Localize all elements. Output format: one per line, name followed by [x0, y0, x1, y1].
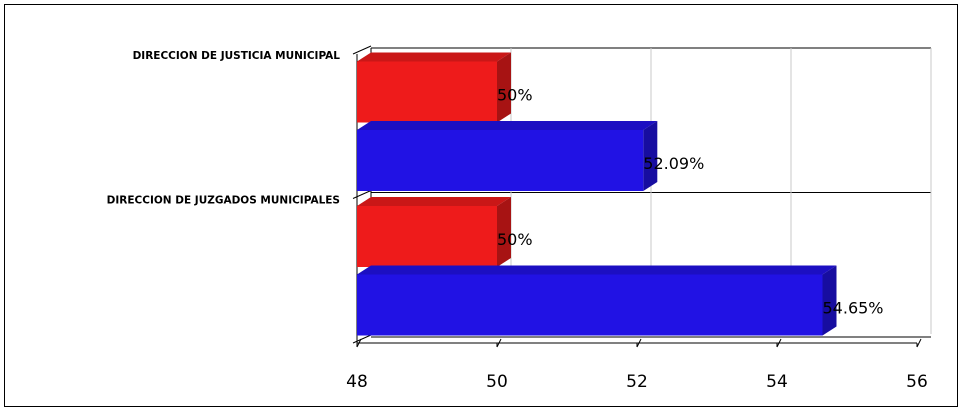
bar-side	[497, 197, 511, 267]
bar	[357, 197, 511, 267]
category-label: DIRECCION DE JUZGADOS MUNICIPALES	[107, 195, 340, 207]
bar-top	[357, 52, 511, 62]
x-tick-label: 50	[486, 372, 508, 392]
value-label: 54.65%	[823, 299, 884, 318]
y-tick	[352, 190, 372, 199]
bar-top	[357, 121, 658, 130]
y-tick	[352, 334, 372, 344]
x-tick-label: 48	[346, 372, 368, 392]
bar-top	[357, 265, 837, 275]
bar-front	[357, 130, 644, 191]
category-label: DIRECCION DE JUSTICIA MUNICIPAL	[133, 50, 341, 62]
y-tick	[352, 45, 372, 55]
value-label: 50%	[497, 86, 533, 105]
value-label: 50%	[497, 230, 533, 249]
x-tick	[916, 338, 922, 348]
x-tick-label: 56	[906, 372, 928, 392]
bar	[357, 265, 837, 336]
bar-front	[357, 61, 497, 123]
bar-side	[497, 52, 511, 123]
bar	[357, 121, 658, 191]
value-label: 52.09%	[643, 154, 704, 173]
bar-top	[357, 197, 511, 206]
bar	[357, 52, 511, 123]
x-tick-label: 52	[626, 372, 648, 392]
x-tick-label: 54	[766, 372, 788, 392]
bar-side	[822, 265, 837, 336]
bar-front	[357, 206, 497, 267]
bar-side	[643, 121, 658, 191]
bar-front	[357, 274, 823, 336]
